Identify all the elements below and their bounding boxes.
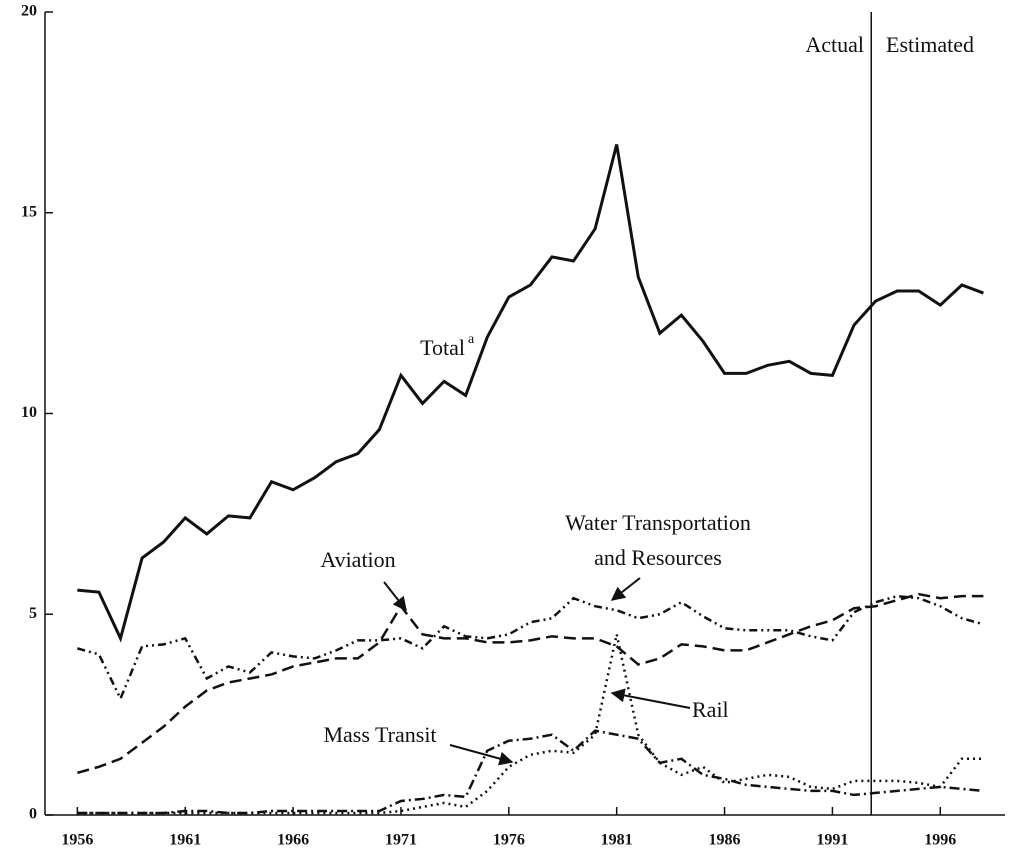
- water-label: and Resources: [594, 545, 722, 570]
- arrow: [449, 744, 514, 766]
- series-line: [77, 594, 984, 702]
- arrow: [610, 688, 691, 709]
- y-tick-label: 20: [21, 3, 37, 20]
- total-note: a: [468, 332, 475, 347]
- arrows: [383, 577, 691, 766]
- y-tick-label: 0: [29, 806, 37, 823]
- aviation-label: Aviation: [320, 547, 395, 572]
- rail-label: Rail: [692, 697, 729, 722]
- x-tick-label: 1991: [816, 832, 848, 849]
- series-line: [77, 592, 984, 775]
- mass-transit-label: Mass Transit: [323, 722, 436, 747]
- y-tick-label: 5: [29, 605, 37, 622]
- y-tick-label: 15: [21, 203, 37, 220]
- x-tick-label: 1971: [385, 832, 417, 849]
- x-tick-label: 1966: [277, 832, 309, 849]
- actual-label: Actual: [805, 32, 864, 57]
- x-tick-label: 1981: [601, 832, 633, 849]
- arrow: [383, 581, 407, 612]
- total-label: Total: [420, 335, 465, 360]
- x-tick-label: 1961: [169, 832, 201, 849]
- x-tick-label: 1956: [61, 832, 93, 849]
- y-tick-label: 10: [21, 404, 37, 421]
- x-tick-label: 1976: [493, 832, 525, 849]
- series-line: [77, 729, 984, 815]
- series-line: [77, 144, 984, 643]
- estimated-label: Estimated: [886, 32, 974, 57]
- series-line: [77, 634, 984, 815]
- x-tick-label: 1986: [709, 832, 741, 849]
- arrow: [610, 577, 641, 601]
- x-tick-label: 1996: [924, 832, 956, 849]
- water-label: Water Transportation: [565, 510, 751, 535]
